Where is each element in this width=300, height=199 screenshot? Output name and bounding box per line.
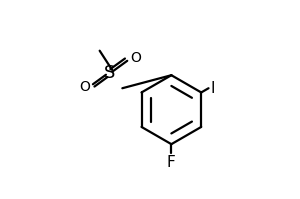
Text: F: F [167,155,176,170]
Text: I: I [210,81,215,96]
Text: S: S [103,64,115,82]
Text: O: O [79,80,90,94]
Text: O: O [130,51,141,65]
